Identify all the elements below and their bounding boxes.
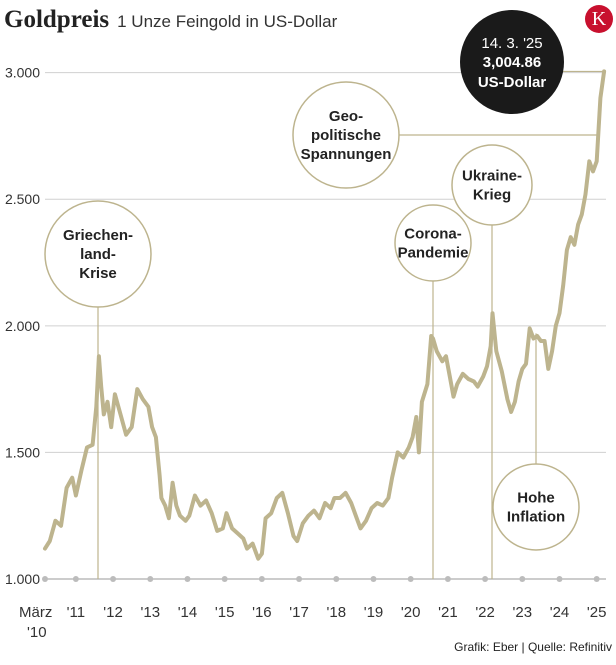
x-tick-label: '24	[550, 604, 570, 621]
x-tick-marker	[593, 576, 600, 582]
annotation-label: Ukraine-Krieg	[462, 168, 522, 204]
x-tick-marker	[147, 576, 154, 582]
x-tick-label: '12	[103, 604, 123, 621]
x-tick-label: '19	[364, 604, 384, 621]
annotation-label: Corona-Pandemie	[398, 226, 469, 262]
annotation-bubbles: Griechen-land-Krise Corona-Pandemie Ukrain…	[44, 81, 580, 551]
annotation-label: Geo-politische Spannungen	[301, 108, 392, 163]
x-tick-label: '13	[140, 604, 160, 621]
x-tick-marker	[258, 576, 265, 582]
annotation-bubble	[451, 144, 533, 226]
y-axis: 1.000 1.500 2.000 2.500 3.000	[5, 65, 40, 587]
x-tick-label: '15	[215, 604, 235, 621]
x-tick-label-year: '10	[27, 624, 47, 641]
annotation-label: Hohe Inflation	[507, 490, 565, 526]
x-tick-label: '11	[67, 604, 85, 621]
kurier-logo: K	[585, 5, 613, 33]
x-tick-label: '20	[401, 604, 421, 621]
x-tick-label: '16	[252, 604, 272, 621]
x-tick-label: '14	[178, 604, 198, 621]
x-tick-marker	[482, 576, 489, 582]
y-tick-label: 3.000	[5, 65, 40, 81]
annotation-bubble	[394, 204, 472, 282]
annotation-bubble	[292, 81, 400, 189]
callout-unit: US-Dollar	[478, 74, 547, 91]
x-tick-marker	[407, 576, 414, 582]
source-credit: Grafik: Eber | Quelle: Refinitiv	[454, 640, 612, 654]
annotation-bubble	[44, 200, 152, 308]
y-tick-label: 1.500	[5, 444, 40, 460]
x-tick-label: '22	[475, 604, 495, 621]
callout-date: 14. 3. '25	[481, 35, 542, 52]
x-tick-marker	[370, 576, 377, 582]
x-tick-marker	[221, 576, 228, 582]
x-tick-label: '25	[587, 604, 607, 621]
x-axis: März '10 '11 '12 '13 '14 '15 '16 '17 '18 '19 '20 '21…	[19, 576, 606, 641]
x-tick-label: '17	[289, 604, 309, 621]
x-tick-marker	[556, 576, 563, 582]
gold-price-line	[43, 69, 607, 561]
x-tick-marker	[296, 576, 303, 582]
annotation-leaders	[97, 134, 599, 579]
annotation-label: Griechen-land-Krise	[63, 227, 133, 282]
x-tick-marker	[110, 576, 117, 582]
x-tick-label: '23	[513, 604, 533, 621]
chart-title: Goldpreis	[4, 6, 110, 33]
annotation-bubble	[492, 463, 580, 551]
chart-header: Goldpreis 1 Unze Feingold in US-Dollar	[4, 6, 337, 34]
x-tick-marker	[72, 576, 79, 582]
x-tick-marker	[519, 576, 526, 582]
chart-subtitle: 1 Unze Feingold in US-Dollar	[117, 12, 338, 31]
y-tick-label: 1.000	[5, 571, 40, 587]
x-tick-label: März	[19, 604, 52, 621]
callout-value: 3,004.86	[483, 54, 541, 71]
latest-price-callout: 14. 3. '25 3,004.86 US-Dollar	[460, 10, 605, 114]
y-tick-label: 2.000	[5, 318, 40, 334]
x-tick-label: '21	[438, 604, 458, 621]
x-tick-marker	[42, 576, 48, 582]
callout-circle	[460, 10, 564, 114]
x-tick-marker	[444, 576, 451, 582]
x-tick-marker	[184, 576, 191, 582]
x-tick-marker	[333, 576, 340, 582]
y-tick-label: 2.500	[5, 191, 40, 207]
x-tick-label: '18	[327, 604, 347, 621]
